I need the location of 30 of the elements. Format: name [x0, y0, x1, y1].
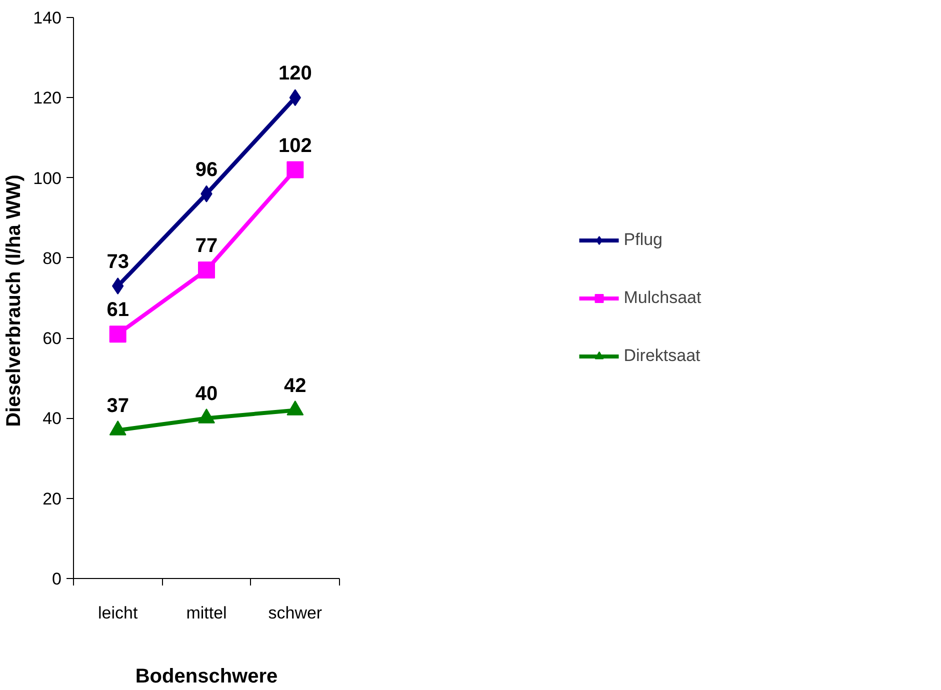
y-tick-label: 140 — [33, 8, 62, 28]
data-label: 120 — [278, 62, 312, 85]
data-label: 102 — [278, 134, 312, 157]
point — [198, 408, 215, 424]
y-tick-label: 100 — [33, 168, 62, 188]
y-tick-label: 20 — [42, 489, 62, 508]
data-label: 73 — [106, 250, 129, 273]
y-axis-title: Dieselverbrauch (l/ha WW) — [3, 174, 26, 427]
x-tick-label: schwer — [268, 604, 322, 622]
point — [109, 420, 126, 436]
legend-label: Direktsaat — [624, 346, 700, 366]
point — [286, 161, 304, 178]
legend-label: Mulchsaat — [624, 288, 702, 308]
y-tick-label: 0 — [52, 570, 62, 588]
y-tick-label: 40 — [42, 409, 62, 428]
point — [198, 261, 215, 278]
data-label: 42 — [284, 375, 306, 398]
data-label: 96 — [195, 158, 218, 181]
data-label: 40 — [195, 383, 218, 406]
y-tick-label: 120 — [33, 88, 62, 108]
y-tick-label: 60 — [42, 329, 62, 348]
point — [286, 400, 304, 416]
legend-label: Pflug — [624, 230, 663, 250]
y-tick-label: 80 — [42, 248, 62, 268]
x-axis-title: Bodenschwere — [135, 666, 278, 688]
x-tick-label: leicht — [98, 604, 138, 622]
x-tick-label: mittel — [186, 604, 227, 622]
data-label: 61 — [106, 299, 129, 322]
data-label: 37 — [106, 395, 129, 418]
data-label: 77 — [195, 234, 218, 257]
